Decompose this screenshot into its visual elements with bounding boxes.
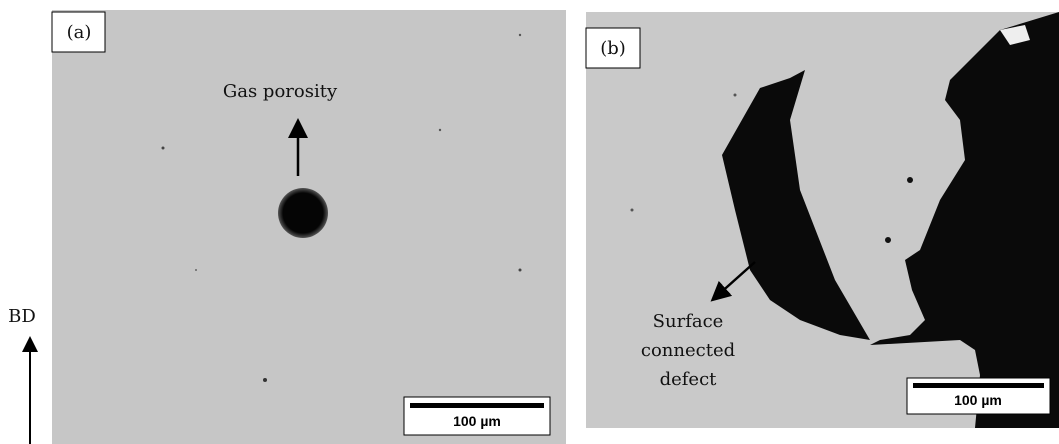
annotation-line: Surface [653, 311, 724, 332]
build-direction-label: BD [8, 306, 36, 327]
panel-a: (a) Gas porosity 100 µm [52, 10, 566, 444]
annotation-line: defect [660, 369, 718, 390]
scale-bar [913, 383, 1044, 388]
panel-label: (a) [67, 22, 92, 43]
annotation-line: connected [641, 340, 735, 361]
panel-b: (b) Surface connected defect 100 µm [586, 12, 1059, 428]
scale-bar-label: 100 µm [954, 392, 1002, 408]
scale-bar [410, 403, 544, 408]
scale-bar-label: 100 µm [453, 413, 501, 429]
panel-label: (b) [600, 38, 626, 59]
figure: BD (a) Gas porosity 100 µm (b) Surface c… [0, 0, 1059, 444]
gas-pore [278, 188, 328, 238]
annotation: Gas porosity [223, 81, 338, 102]
